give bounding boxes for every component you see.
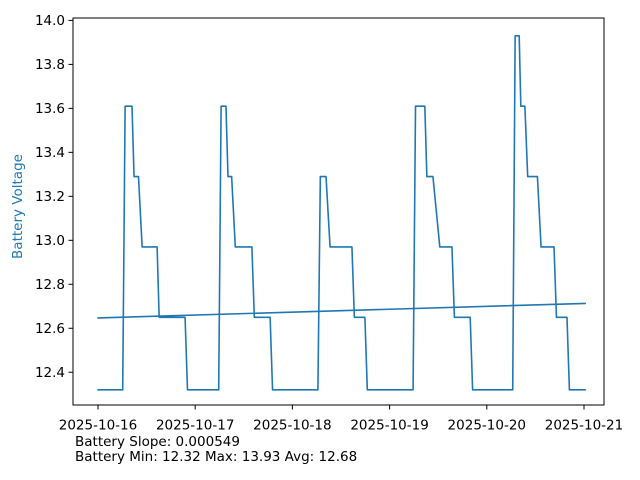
x-tick-label: 2025-10-16	[59, 418, 137, 434]
x-axis: 2025-10-16 2025-10-17 2025-10-18 2025-10-19…	[59, 405, 623, 434]
y-tick-label: 14.0	[35, 13, 65, 29]
y-tick-label: 13.2	[35, 189, 65, 205]
plot-frame	[72, 17, 605, 406]
stats-minmax-text: Battery Min: 12.32 Max: 13.93 Avg: 12.68	[75, 448, 358, 465]
y-tick-label: 12.6	[35, 321, 65, 337]
battery-voltage-line	[97, 35, 587, 391]
y-tick-label: 13.8	[35, 57, 65, 73]
y-axis: 12.4 12.6 12.8 13.0 13.2 13.4 13.6 13.8 14.0	[35, 13, 73, 381]
x-tick-label: 2025-10-19	[350, 418, 428, 434]
battery-trend-line	[97, 302, 587, 319]
x-tick-label: 2025-10-18	[253, 418, 331, 434]
y-tick-label: 12.4	[35, 365, 65, 381]
y-axis-label: Battery Voltage	[10, 154, 26, 259]
y-tick-label: 13.6	[35, 101, 65, 117]
y-tick-label: 13.0	[35, 233, 65, 249]
stats-slope-text: Battery Slope: 0.000549	[75, 433, 240, 450]
y-tick-label: 13.4	[35, 145, 65, 161]
x-tick-label: 2025-10-21	[545, 418, 623, 434]
x-tick-label: 2025-10-20	[448, 418, 526, 434]
data-series	[97, 35, 587, 391]
x-tick-label: 2025-10-17	[156, 418, 234, 434]
y-tick-label: 12.8	[35, 277, 65, 293]
